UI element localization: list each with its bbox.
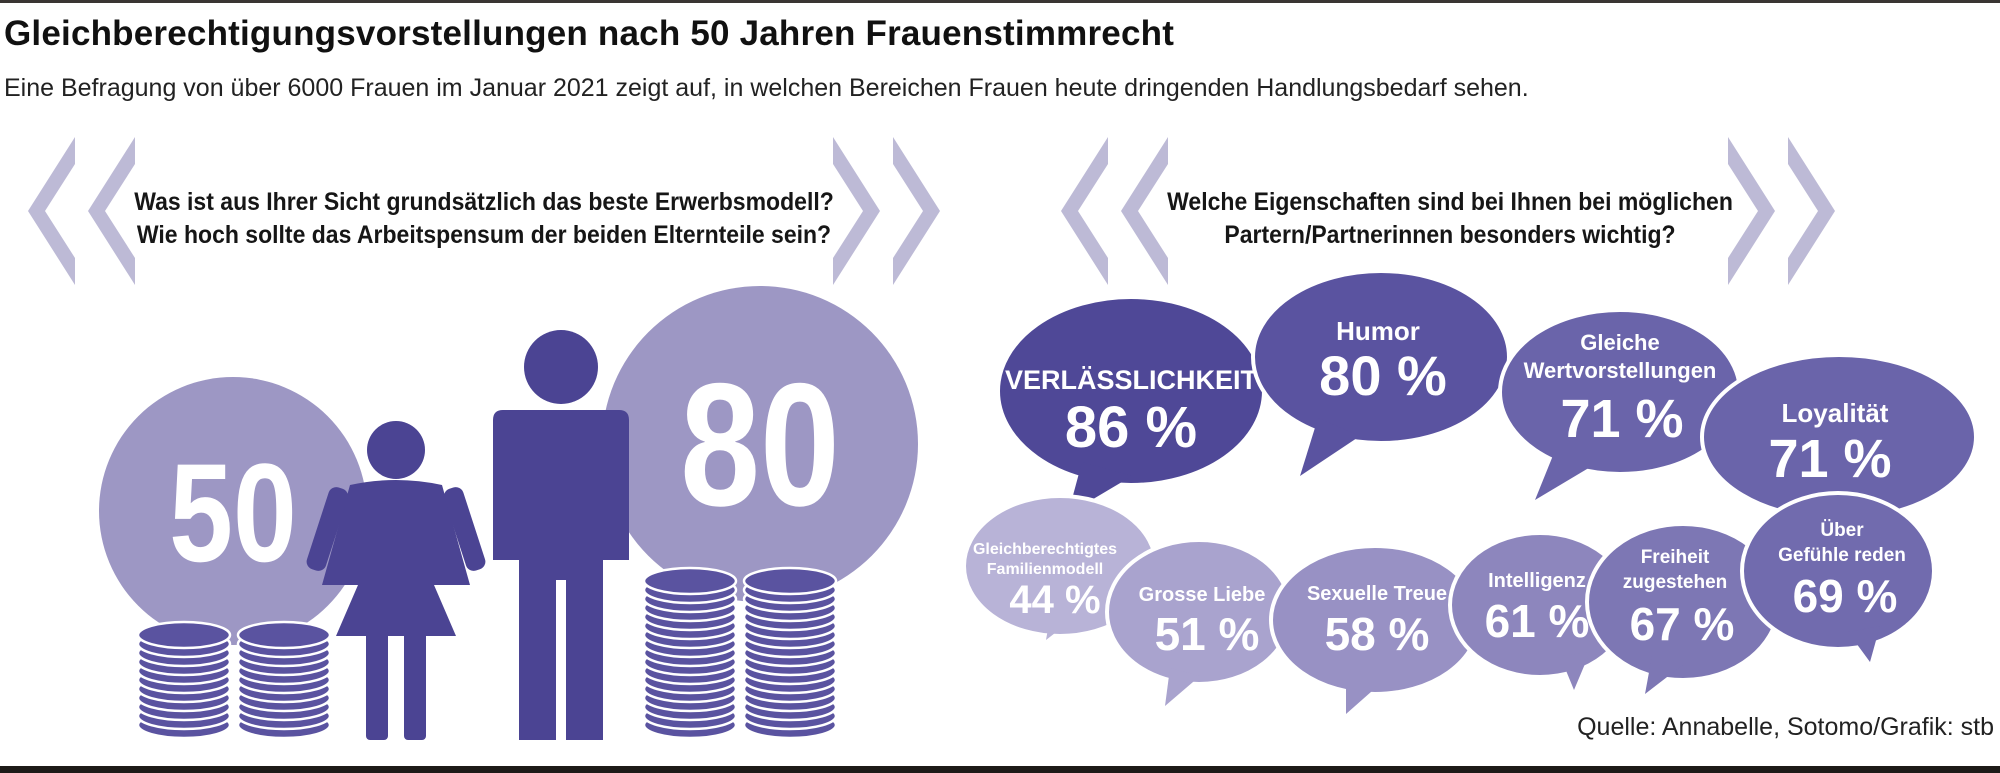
chevron-right-icon <box>1788 137 1835 285</box>
bubble-label: Grosse Liebe <box>1139 584 1266 606</box>
bottom-rule <box>0 766 2000 773</box>
bubble-loyalitaet: Loyalität 71 % <box>1700 353 1978 545</box>
right-chevrons-left <box>1061 137 1168 285</box>
bubble-value: 67 % <box>1630 598 1735 650</box>
bubble-label-line2: Gefühle reden <box>1778 545 1906 566</box>
right-question: Welche Eigenschaften sind bei Ihnen bei … <box>1145 186 1756 252</box>
bubble-value: 80 % <box>1319 344 1447 407</box>
bubble-value: 86 % <box>1065 395 1197 460</box>
bubble-gefuehle-reden: Über Gefühle reden 69 % <box>1740 491 1936 662</box>
page-title: Gleichberechtigungsvorstellungen nach 50… <box>4 14 1175 53</box>
bubble-label-line1: Freiheit <box>1641 547 1710 568</box>
source-credit: Quelle: Annabelle, Sotomo/Grafik: stb <box>1577 713 1994 741</box>
left-chevrons-left <box>28 137 135 285</box>
bubble-value: 61 % <box>1485 595 1590 647</box>
bubble-value: 58 % <box>1325 608 1430 660</box>
bubble-label: Intelligenz <box>1488 570 1586 592</box>
woman-value-text: 50 <box>169 435 297 591</box>
bubble-familienmodell: Gleichberechtigtes Familienmodell 44 % <box>962 494 1158 640</box>
coin <box>136 620 232 650</box>
bubble-label-line1: Gleiche <box>1580 330 1659 355</box>
man-figure-icon <box>493 330 629 740</box>
woman-coin-stack-2 <box>236 620 332 740</box>
bubble-value: 71 % <box>1768 429 1891 489</box>
chevron-left-icon <box>88 137 135 285</box>
bubble-value: 71 % <box>1560 389 1683 449</box>
right-chevrons-right <box>1728 137 1835 285</box>
bubble-humor: Humor 80 % <box>1251 269 1511 476</box>
chevron-left-icon <box>1061 137 1108 285</box>
bubble-freiheit: Freiheit zugestehen 67 % <box>1585 522 1781 694</box>
bubble-gleiche-wertvorstellungen: Gleiche Wertvorstellungen 71 % <box>1498 308 1742 500</box>
bubble-label-line1: Gleichberechtigtes <box>973 541 1117 558</box>
coin <box>236 620 332 650</box>
coin <box>742 566 838 596</box>
left-chevrons-right <box>833 137 940 285</box>
man-value-circle <box>602 286 918 602</box>
right-question-line1: Welche Eigenschaften sind bei Ihnen bei … <box>1167 188 1733 216</box>
chevron-right-icon <box>833 137 880 285</box>
bubble-label-line2: Wertvorstellungen <box>1524 358 1717 383</box>
right-question-line2: Partern/Partnerinnen besonders wichtig? <box>1224 221 1676 249</box>
speech-bubbles: VERLÄSSLICHKEIT 86 % Humor 80 % Gleiche … <box>962 269 1978 714</box>
coin <box>642 566 738 596</box>
coin-stacks <box>136 566 838 740</box>
bubble-label-line1: Über <box>1820 520 1864 541</box>
bubble-value: 51 % <box>1155 608 1260 660</box>
chevron-left-icon <box>28 137 75 285</box>
left-question: Was ist aus Ihrer Sicht grundsätzlich da… <box>120 186 849 252</box>
bubble-intelligenz: Intelligenz 61 % <box>1448 531 1632 690</box>
chevron-left-icon <box>1121 137 1168 285</box>
bubble-grosse-liebe: Grosse Liebe 51 % <box>1105 538 1293 706</box>
bubble-value: 69 % <box>1793 570 1898 622</box>
bubble-label-line2: zugestehen <box>1623 572 1728 593</box>
man-coin-stack-1 <box>642 566 738 740</box>
bubble-label: VERLÄSSLICHKEIT <box>1005 365 1258 395</box>
bubble-sexuelle-treue: Sexuelle Treue 58 % <box>1269 544 1481 714</box>
man-coin-stack-2 <box>742 566 838 740</box>
woman-value-circle <box>99 377 367 645</box>
top-rule <box>0 0 2000 3</box>
bubble-label: Humor <box>1336 316 1420 346</box>
bubble-verlaesslichkeit: VERLÄSSLICHKEIT 86 % <box>996 295 1266 519</box>
chevron-right-icon <box>893 137 940 285</box>
chevron-right-icon <box>1728 137 1775 285</box>
bubble-label-line2: Familienmodell <box>987 561 1103 578</box>
left-question-line2: Wie hoch sollte das Arbeitspensum der be… <box>136 221 832 249</box>
bubble-value: 44 % <box>1009 578 1100 622</box>
bubble-label: Loyalität <box>1782 398 1889 428</box>
man-value-text: 80 <box>680 346 840 542</box>
woman-coin-stack-1 <box>136 620 232 740</box>
page-subtitle: Eine Befragung von über 6000 Frauen im J… <box>4 74 1529 102</box>
left-question-line1: Was ist aus Ihrer Sicht grundsätzlich da… <box>134 188 834 216</box>
woman-figure-icon <box>306 421 486 740</box>
bubble-label: Sexuelle Treue <box>1307 583 1447 605</box>
